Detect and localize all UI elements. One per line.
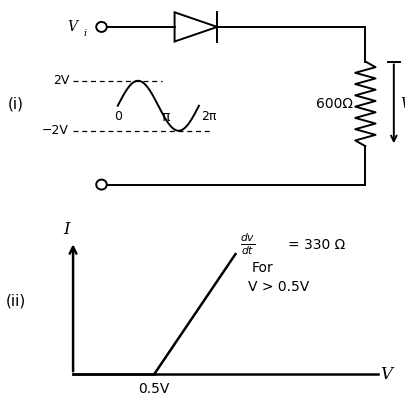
Text: (ii): (ii) bbox=[6, 294, 26, 309]
Text: 2V: 2V bbox=[53, 74, 69, 87]
Text: 2π: 2π bbox=[200, 110, 216, 123]
Text: I: I bbox=[64, 221, 70, 238]
Text: V: V bbox=[399, 97, 405, 111]
Text: For: For bbox=[251, 261, 273, 275]
Text: = 330 Ω: = 330 Ω bbox=[288, 238, 345, 252]
Text: V > 0.5V: V > 0.5V bbox=[247, 280, 308, 294]
Text: $\frac{dv}{dt}$: $\frac{dv}{dt}$ bbox=[239, 232, 254, 258]
Text: V: V bbox=[67, 20, 77, 34]
Text: (i): (i) bbox=[8, 96, 24, 111]
Text: i: i bbox=[83, 29, 86, 38]
Text: 0.5V: 0.5V bbox=[138, 382, 170, 396]
Text: 0: 0 bbox=[113, 110, 121, 123]
Text: π: π bbox=[161, 110, 170, 124]
Text: V: V bbox=[379, 365, 391, 383]
Text: −2V: −2V bbox=[42, 124, 69, 137]
Text: 600Ω: 600Ω bbox=[315, 97, 353, 111]
